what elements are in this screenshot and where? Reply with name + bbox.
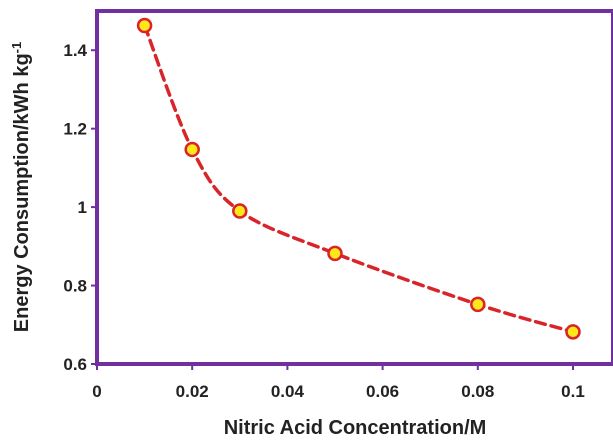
x-tick-label: 0.08 bbox=[461, 382, 494, 401]
series-layer bbox=[136, 17, 581, 340]
data-point bbox=[327, 245, 343, 262]
data-point bbox=[470, 296, 486, 313]
x-axis-title: Nitric Acid Concentration/M bbox=[224, 417, 487, 439]
y-axis-title-superscript: -1 bbox=[9, 42, 24, 54]
y-tick-label: 0.8 bbox=[63, 277, 87, 296]
x-tick-label: 0.02 bbox=[176, 382, 209, 401]
y-tick-label: 0.6 bbox=[63, 355, 87, 374]
x-tick-label: 0.04 bbox=[271, 382, 305, 401]
data-point bbox=[136, 17, 153, 34]
data-point bbox=[232, 203, 248, 219]
y-axis-title-text: Energy Consumption/kWh kg bbox=[11, 53, 33, 332]
x-tick-label: 0.1 bbox=[561, 382, 585, 401]
y-tick-label: 1.4 bbox=[63, 41, 87, 60]
y-axis-title: Energy Consumption/kWh kg-1 bbox=[9, 42, 33, 332]
y-tick-label: 1 bbox=[78, 198, 87, 217]
x-axis-ticks: 0 0.02 0.04 0.06 0.08 0.1 bbox=[92, 364, 585, 401]
x-tick-label: 0.06 bbox=[366, 382, 399, 401]
plot-frame bbox=[95, 9, 613, 366]
data-point bbox=[184, 141, 200, 158]
data-point bbox=[565, 324, 581, 340]
y-tick-label: 1.2 bbox=[63, 120, 87, 139]
y-axis-ticks: 0.6 0.8 1 1.2 1.4 bbox=[63, 41, 97, 374]
x-tick-label: 0 bbox=[92, 382, 101, 401]
x-axis-title-text: Nitric Acid Concentration/M bbox=[224, 417, 487, 439]
